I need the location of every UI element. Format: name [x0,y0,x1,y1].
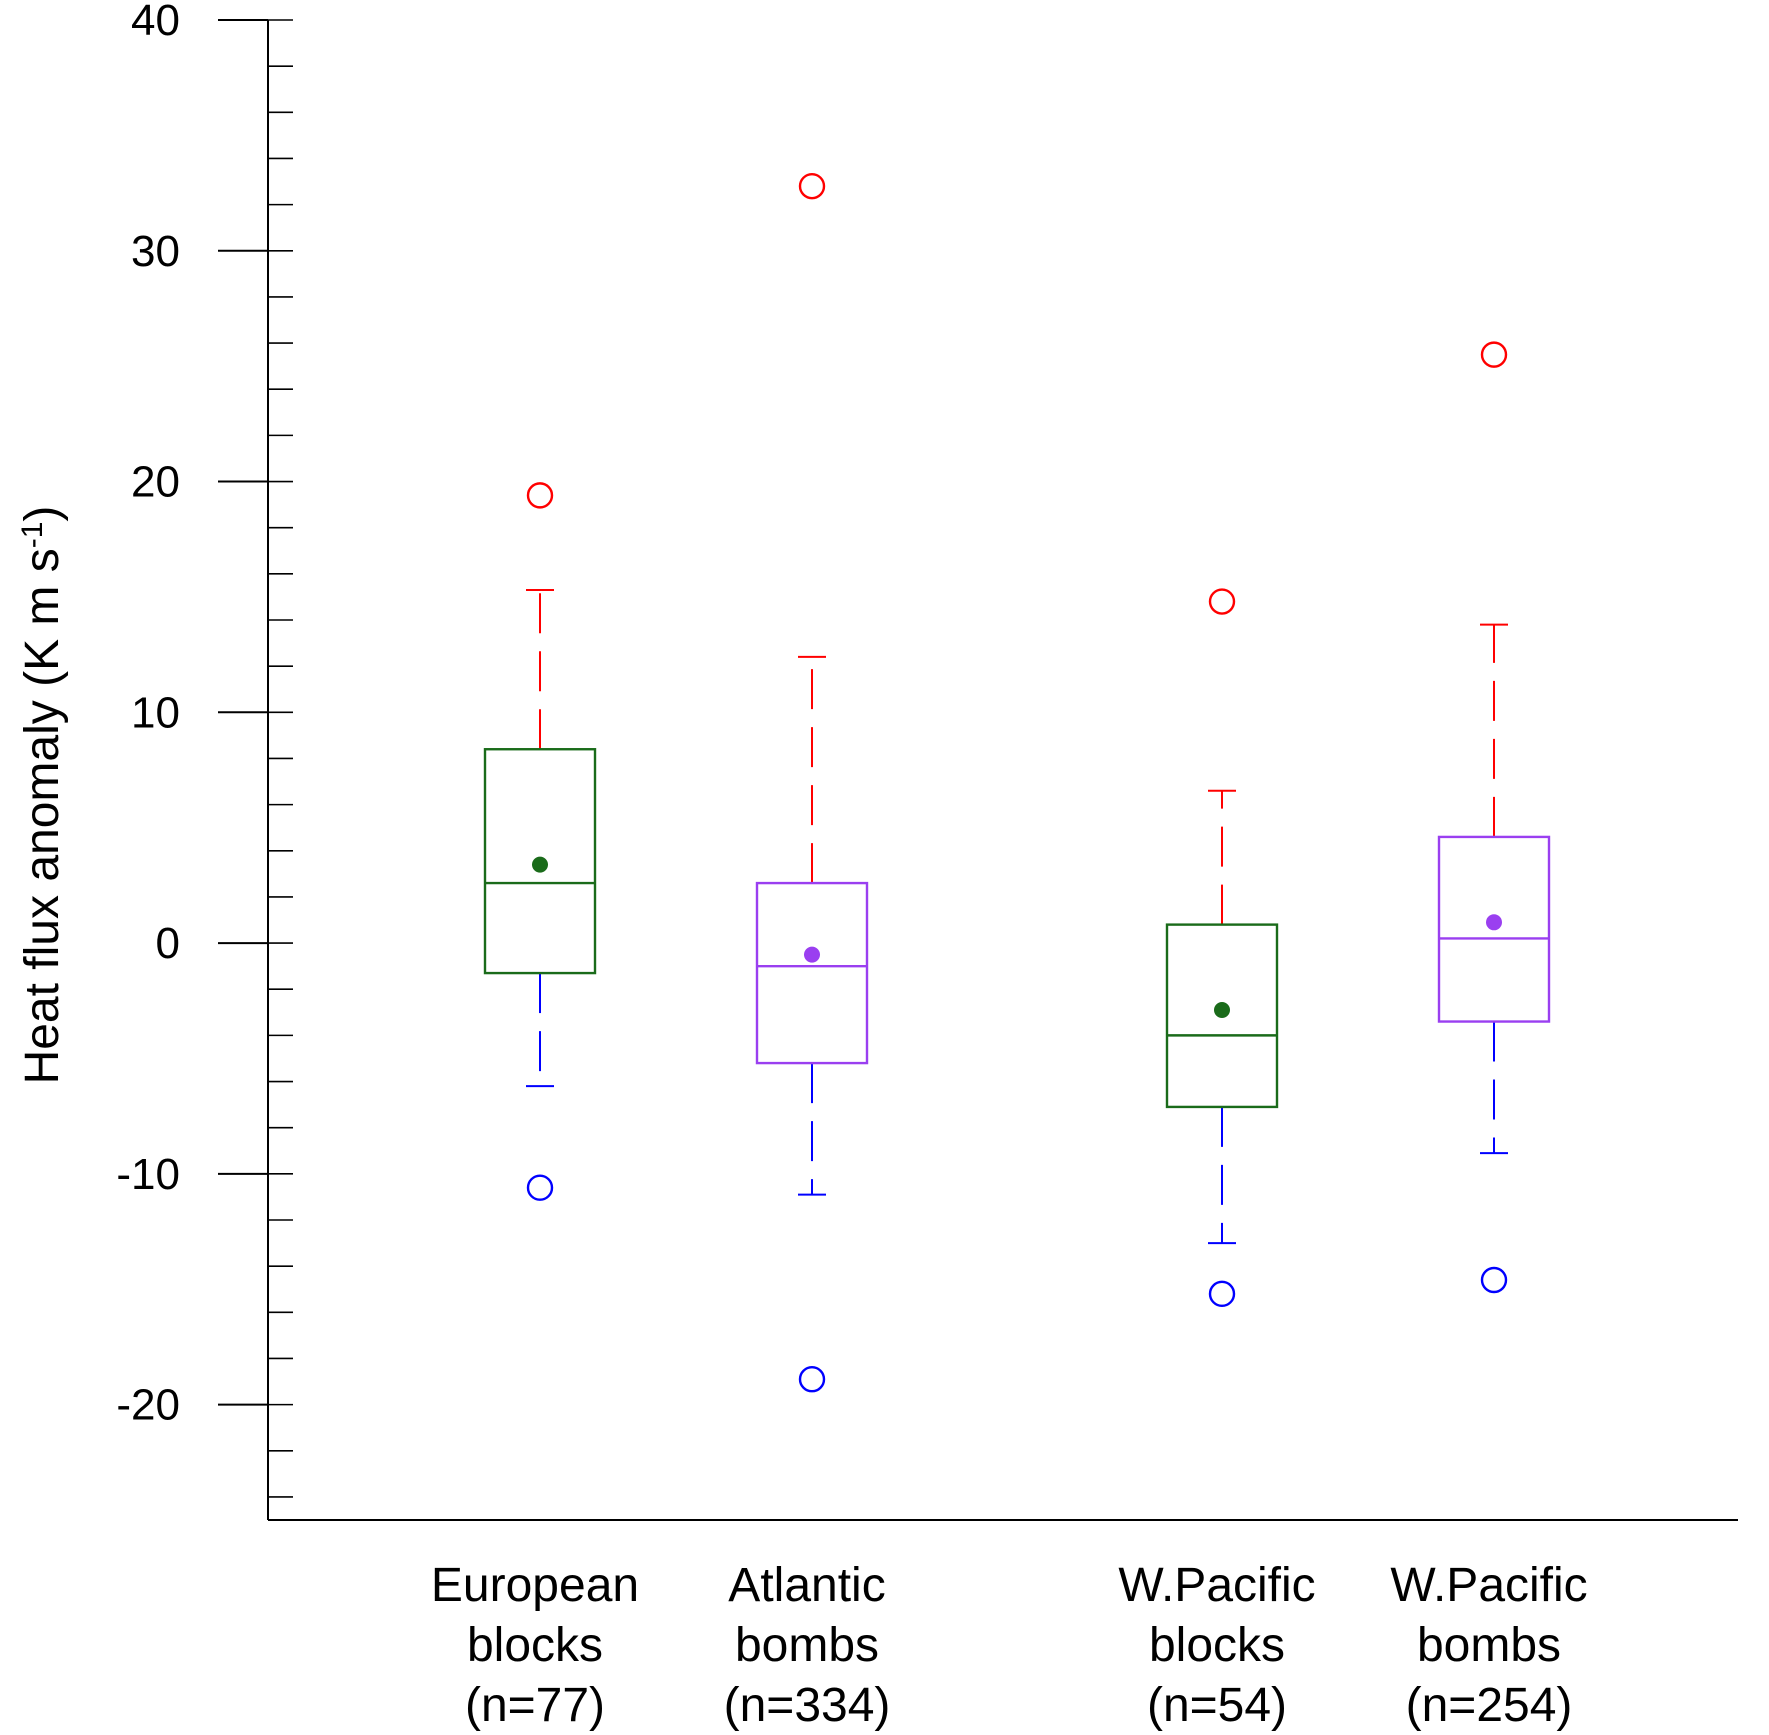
category-labels: European blocks (n=77) Atlantic bombs (n=334)… [431,1559,1588,1732]
mean-point [1486,914,1502,931]
category-label-line: (n=77) [465,1679,605,1732]
outlier-low [526,1174,554,1201]
category-label-line: bombs [1417,1619,1561,1672]
y-tick-label: -10 [116,1150,180,1199]
outlier-high [1480,341,1508,368]
y-axis-title-main: Heat flux anomaly (K m s [16,548,69,1084]
outlier-high [526,482,554,509]
y-tick-label: 30 [131,227,180,276]
boxes-group [483,172,1551,1393]
y-tick-label: 20 [131,458,180,507]
category-label-line: W.Pacific [1390,1559,1587,1612]
iqr-box [755,881,869,1065]
y-axis-title-close: ) [16,506,69,522]
category-label-2: Atlantic bombs (n=334) [724,1559,891,1732]
category-label-line: (n=254) [1406,1679,1573,1732]
category-label-line: Atlantic [728,1559,885,1612]
category-label-line: European [431,1559,639,1612]
category-label-line: blocks [467,1619,603,1672]
category-label-line: bombs [735,1619,879,1672]
y-tick-label: 10 [131,688,180,737]
box-3 [1165,588,1279,1308]
outlier-low [1480,1266,1508,1294]
axes: 40 30 20 10 0 -10 -20 [116,0,1738,1521]
mean-point [532,856,548,873]
category-label-line: blocks [1149,1619,1285,1672]
box-1 [483,482,597,1201]
category-label-line: (n=54) [1147,1679,1287,1732]
mean-point [804,946,820,963]
outlier-high [798,172,826,200]
y-tick-label: 40 [131,0,180,45]
outlier-low [1208,1280,1236,1308]
category-label-4: W.Pacific bombs (n=254) [1390,1559,1587,1732]
y-tick-label: -20 [116,1381,180,1430]
box-2 [755,172,869,1393]
y-axis-title-superscript: -1 [16,522,49,549]
box-4 [1437,341,1551,1294]
outlier-low [798,1366,826,1393]
y-tick-label: 0 [156,919,180,968]
category-label-line: W.Pacific [1118,1559,1315,1612]
mean-point [1214,1002,1230,1018]
category-label-line: (n=334) [724,1679,891,1732]
outlier-high [1208,588,1236,615]
category-label-3: W.Pacific blocks (n=54) [1118,1559,1315,1732]
y-axis-title: Heat flux anomaly (K m s-1) [16,506,70,1085]
category-label-1: European blocks (n=77) [431,1559,639,1732]
